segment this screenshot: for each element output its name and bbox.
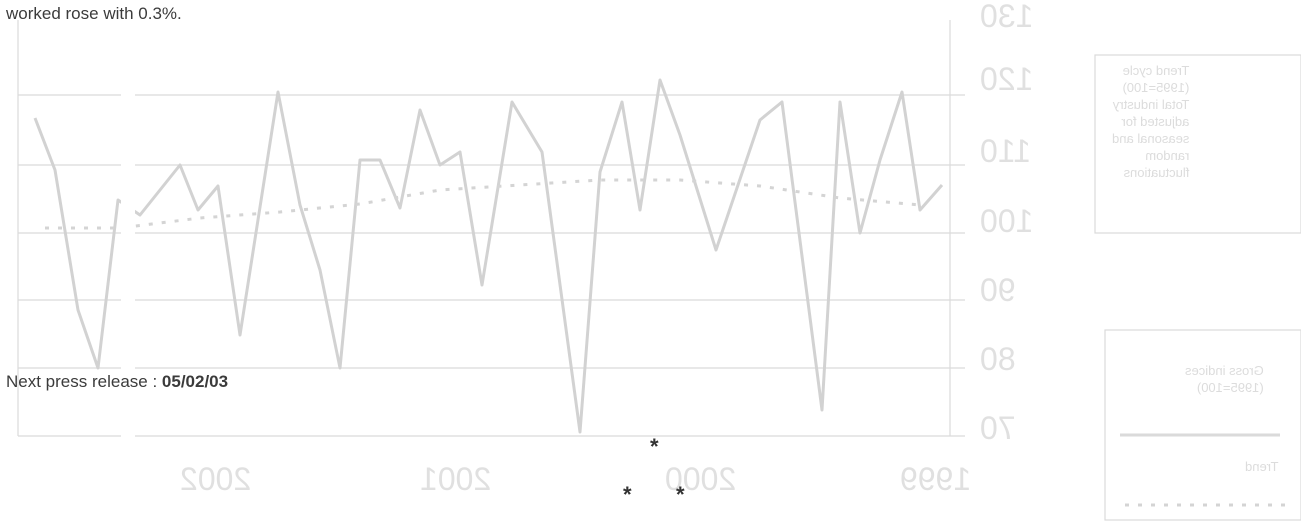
next-release-date: 05/02/03 (161, 372, 229, 391)
body-text-fragment: worked rose with 0.3%. (6, 4, 182, 23)
footnote-asterisk: * (650, 434, 659, 459)
show-through-gridlines (17, 20, 1301, 521)
ghost-y-tick: 110 (980, 133, 1032, 169)
ghost-legend-gross: Gross indices (1995=100) (1185, 362, 1264, 396)
ghost-legend-trend: Trend cycle (1995=100) Total industry ad… (1112, 62, 1189, 181)
ghost-x-tick: 2002 (180, 461, 252, 497)
ghost-x-tick: 2001 (420, 461, 492, 497)
ghost-legend-line: (1995=100) (1122, 80, 1190, 95)
ghost-legend-line: Trend cycle (1122, 63, 1190, 78)
ghost-y-tick: 100 (980, 203, 1034, 239)
show-through-trend (45, 178, 921, 230)
ghost-y-tick: 90 (980, 272, 1016, 308)
ghost-legend-line: (1995=100) (1196, 380, 1264, 395)
ghost-legend-line: fluctuations (1123, 165, 1190, 180)
footnote-asterisk: * (623, 482, 632, 507)
scan-fold-band (121, 0, 135, 531)
ghost-y-tick: 120 (980, 61, 1034, 97)
ghost-legend-line: Total industry (1112, 97, 1190, 112)
ghost-y-tick: 130 (980, 0, 1034, 34)
ghost-legend-trend-short: Trend (1245, 459, 1279, 474)
ghost-y-tick: 80 (980, 341, 1016, 377)
ghost-y-tick: 70 (980, 410, 1016, 446)
next-press-release: Next press release : 05/02/03 (6, 372, 228, 392)
show-through-series (33, 78, 944, 434)
ghost-legend-line: adjusted for (1121, 114, 1190, 129)
ghost-legend-line: random (1145, 148, 1190, 163)
footnote-asterisk: * (676, 482, 685, 507)
ghost-legend-line: Gross indices (1185, 363, 1264, 378)
ghost-legend-line: seasonal and (1112, 131, 1190, 146)
ghost-legend-box-top (1094, 54, 1301, 234)
ghost-x-tick: 1999 (900, 461, 972, 497)
next-release-label: Next press release : (6, 372, 162, 391)
ghost-legend-box-bottom (1104, 329, 1301, 521)
